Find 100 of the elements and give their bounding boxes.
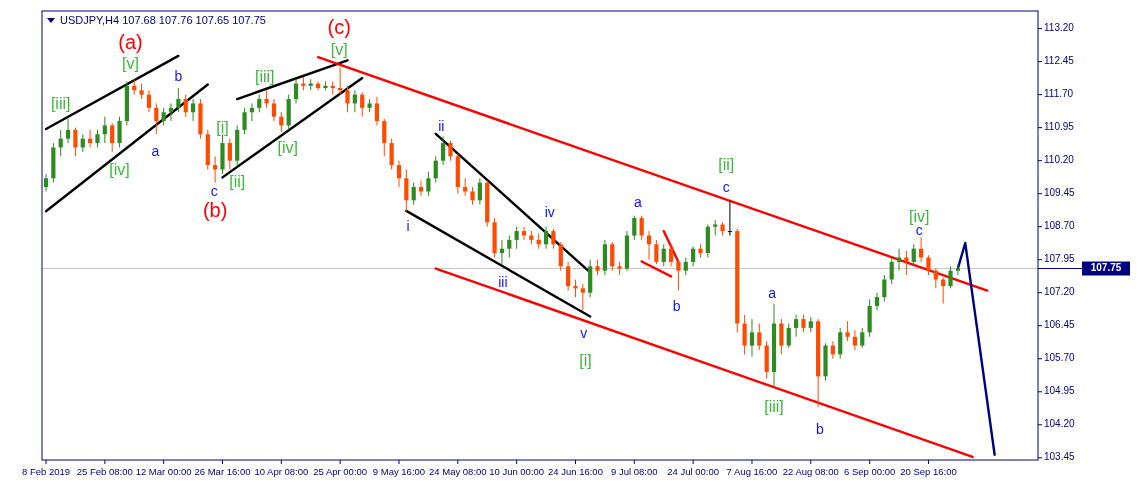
x-tick-label: 12 Mar 00:00 <box>135 466 192 477</box>
annotation: iv <box>544 204 555 221</box>
chart-title: USDJPY,H4 107.68 107.76 107.65 107.75 <box>60 14 266 26</box>
annotation: b <box>174 67 183 84</box>
candlestick <box>477 177 482 206</box>
candlestick <box>786 323 791 349</box>
candlestick <box>911 243 916 267</box>
candlestick <box>691 246 696 267</box>
candlestick <box>852 329 858 351</box>
annotation: c <box>722 179 730 196</box>
candlestick <box>654 239 659 265</box>
candlestick <box>580 283 585 311</box>
annotation: [v] <box>122 54 140 72</box>
candlestick <box>441 135 446 166</box>
y-tick-label: 111.70 <box>1044 88 1074 100</box>
candlestick <box>242 107 247 135</box>
annotation: [iv] <box>109 161 130 179</box>
x-tick-label: 9 May 16:00 <box>372 466 426 477</box>
annotation: [iii] <box>764 397 784 415</box>
ref-line-label: 107.75 <box>1090 262 1122 274</box>
y-tick-label: 109.45 <box>1044 187 1076 199</box>
candlestick <box>102 116 107 144</box>
annotation: (c) <box>327 15 351 38</box>
candlestick <box>668 243 674 267</box>
candlestick <box>360 91 365 118</box>
candlestick <box>676 259 681 292</box>
candlestick <box>551 228 556 250</box>
y-tick-label: 107.20 <box>1044 286 1076 298</box>
candlestick <box>558 241 563 272</box>
y-tick-label: 106.45 <box>1044 319 1076 331</box>
annotation: b <box>672 298 681 315</box>
x-tick-label: 24 May 08:00 <box>429 466 487 477</box>
candlestick <box>661 243 666 267</box>
y-tick-label: 107.95 <box>1044 253 1076 265</box>
candlestick <box>514 226 519 250</box>
x-tick-label: 9 Jul 08:00 <box>611 466 658 477</box>
y-tick-label: 112.45 <box>1044 55 1075 67</box>
candlestick <box>632 215 637 241</box>
candlestick <box>448 140 453 162</box>
annotation: [iv] <box>277 138 298 156</box>
candlestick <box>919 236 924 263</box>
candlestick <box>271 98 277 122</box>
candlestick <box>293 78 299 104</box>
annotation: a <box>634 193 643 210</box>
candlestick <box>742 314 747 355</box>
candlestick <box>176 87 181 113</box>
y-tick-label: 110.95 <box>1044 121 1075 133</box>
annotation: [ii] <box>229 172 246 190</box>
y-tick-label: 104.20 <box>1044 418 1076 430</box>
annotation: [ii] <box>718 156 735 174</box>
candlestick <box>154 102 159 135</box>
annotation: v <box>580 324 588 341</box>
candlestick <box>110 122 115 153</box>
candlestick <box>374 96 380 126</box>
x-tick-label: 22 Aug 08:00 <box>782 466 839 477</box>
candlestick <box>860 327 865 349</box>
annotation: (b) <box>202 199 228 222</box>
candlestick <box>411 182 416 206</box>
y-tick-label: 103.45 <box>1044 451 1076 463</box>
x-tick-label: 25 Feb 08:00 <box>76 466 133 477</box>
candlestick <box>793 314 799 338</box>
x-tick-label: 10 Jun 00:00 <box>489 466 545 477</box>
annotation: (a) <box>118 31 143 54</box>
candlestick <box>382 118 387 157</box>
x-tick-label: 6 Sep 00:00 <box>844 466 896 477</box>
candlestick <box>73 127 78 157</box>
x-tick-label: 24 Jun 16:00 <box>548 466 603 477</box>
x-tick-label: 20 Sep 16:00 <box>900 466 957 477</box>
candlestick <box>749 318 755 358</box>
x-tick-label: 26 Mar 16:00 <box>194 466 251 477</box>
y-tick-label: 105.70 <box>1044 352 1076 364</box>
candlestick <box>146 89 152 113</box>
candlestick <box>389 138 394 170</box>
annotation: [iii] <box>255 68 275 86</box>
annotation: [v] <box>330 40 348 58</box>
candlestick <box>926 254 931 276</box>
y-tick-label: 104.95 <box>1044 385 1076 397</box>
candlestick <box>227 138 232 170</box>
annotation: a <box>151 143 160 160</box>
annotation: ii <box>438 118 445 135</box>
x-tick-label: 25 Apr 00:00 <box>313 466 368 477</box>
annotation: i <box>406 217 410 234</box>
candlestick <box>183 94 188 118</box>
candlestick <box>345 85 350 113</box>
candlestick <box>543 226 549 250</box>
candlestick <box>904 250 909 276</box>
candlestick <box>65 118 71 144</box>
annotation: c <box>210 183 218 200</box>
annotation: [iii] <box>50 95 71 113</box>
candlestick <box>521 226 527 241</box>
annotation: a <box>768 284 777 301</box>
candlestick <box>933 268 938 289</box>
y-tick-label: 113.20 <box>1044 22 1075 34</box>
x-tick-label: 24 Jul 00:00 <box>667 466 720 477</box>
candlestick <box>727 199 733 236</box>
x-tick-label: 7 Aug 16:00 <box>726 466 778 477</box>
candlestick <box>433 155 438 184</box>
annotation: [i] <box>579 352 592 370</box>
candlestick <box>948 265 953 289</box>
candlestick <box>779 318 784 355</box>
